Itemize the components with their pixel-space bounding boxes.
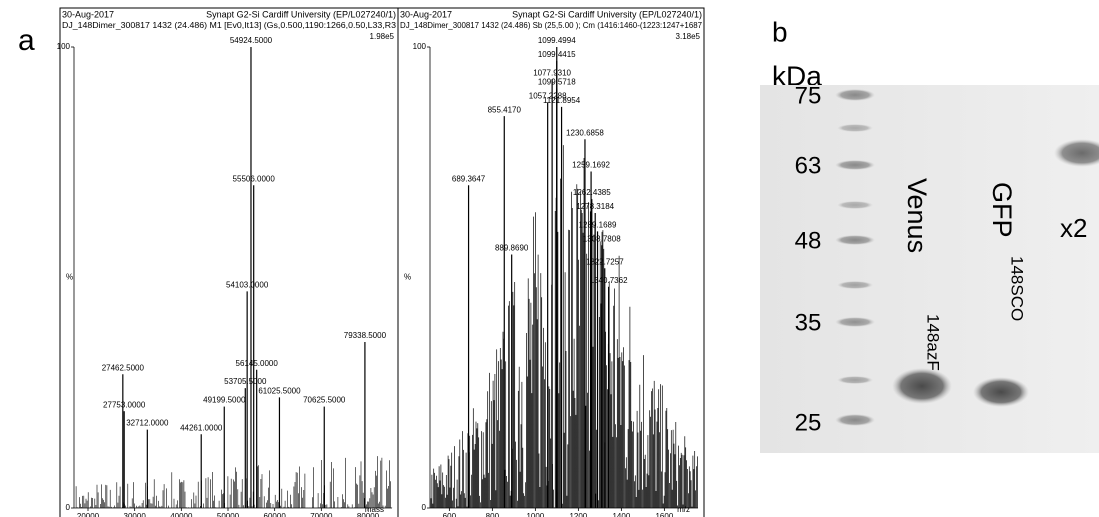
x-tick-label: 70000 bbox=[310, 512, 333, 517]
panel-frame bbox=[59, 7, 399, 517]
peak-label: 1057.2288 bbox=[529, 91, 567, 100]
peak-label: 855.4170 bbox=[488, 105, 522, 114]
peak-label: 1099.5718 bbox=[538, 78, 576, 87]
x-tick-label: 1600 bbox=[655, 512, 673, 517]
header-subtitle: DJ_148Dimer_300817 1432 (24.486) Sb (25,… bbox=[400, 21, 703, 30]
marker-label: 48 bbox=[795, 227, 822, 254]
x-tick-label: 1400 bbox=[612, 512, 630, 517]
y-axis-label: % bbox=[404, 273, 411, 282]
header-subtitle: DJ_148Dimer_300817 1432 (24.486) M1 [Ev0… bbox=[62, 21, 397, 30]
peak-label: 689.3647 bbox=[452, 174, 486, 183]
x-tick-label: 1000 bbox=[526, 512, 544, 517]
peak-label: 27753.0000 bbox=[103, 400, 146, 409]
lane-label: x2 bbox=[1060, 213, 1087, 243]
x-tick-label: 1200 bbox=[569, 512, 587, 517]
lane-label-sub: 148SCO bbox=[1008, 256, 1027, 321]
gel-band bbox=[973, 377, 1029, 407]
y-axis-label: % bbox=[66, 273, 73, 282]
marker-bands bbox=[835, 89, 875, 426]
peak-label: 55506.0000 bbox=[233, 174, 276, 183]
peak-label: 1077.9310 bbox=[533, 68, 571, 77]
header-title: Synapt G2-Si Cardiff University (EP/L027… bbox=[206, 9, 396, 19]
header-date: 30-Aug-2017 bbox=[62, 9, 114, 19]
peak-label: 54103.0000 bbox=[226, 280, 269, 289]
peak-label: 44261.0000 bbox=[180, 423, 223, 432]
peak-label: 1262.4385 bbox=[573, 188, 611, 197]
lane-label: Venus bbox=[902, 178, 932, 253]
peak-label: 1099.4994 bbox=[538, 36, 576, 45]
y-tick-label: 100 bbox=[413, 42, 427, 51]
x-axis-label: m/z bbox=[677, 505, 690, 514]
header-date: 30-Aug-2017 bbox=[400, 9, 452, 19]
peak-label: 56145.0000 bbox=[236, 359, 279, 368]
noise bbox=[430, 145, 698, 508]
peak-label: 1340.7362 bbox=[590, 276, 628, 285]
marker-label: 75 bbox=[795, 82, 822, 109]
peak-label: 61025.5000 bbox=[258, 386, 301, 395]
peak-label: 70625.5000 bbox=[303, 396, 346, 405]
gel-band bbox=[892, 368, 952, 404]
panel-label: b bbox=[772, 16, 788, 47]
spectrum-panel: 30-Aug-2017 Synapt G2-Si Cardiff Universi… bbox=[397, 7, 705, 517]
x-tick-label: 20000 bbox=[77, 512, 100, 517]
y-tick-label: 0 bbox=[422, 503, 427, 512]
y-tick-label: 100 bbox=[57, 42, 71, 51]
lane-label: GFP bbox=[987, 182, 1017, 238]
peak-label: 1289.1689 bbox=[579, 221, 617, 230]
spectrum-panel: 30-Aug-2017 Synapt G2-Si Cardiff Universi… bbox=[57, 7, 399, 517]
peak-label: 53705.5000 bbox=[224, 377, 267, 386]
peak-label: 1121.8954 bbox=[543, 96, 581, 105]
peak-label: 54924.5000 bbox=[230, 36, 273, 45]
scale-label: 1.98e5 bbox=[370, 32, 395, 41]
y-tick-label: 0 bbox=[66, 503, 71, 512]
marker-label: 25 bbox=[795, 409, 822, 436]
gel-panel: b kDa 75 63 48 35 25 Venus 148azF GFP 14… bbox=[760, 16, 1099, 453]
x-tick-label: 80000 bbox=[357, 512, 380, 517]
x-tick-label: 30000 bbox=[124, 512, 147, 517]
panel-frame bbox=[397, 7, 705, 517]
peak-label: 49199.5000 bbox=[203, 396, 246, 405]
marker-label: 63 bbox=[795, 152, 822, 179]
peak-label: 1308.7808 bbox=[583, 234, 621, 243]
x-tick-label: 800 bbox=[486, 512, 500, 517]
x-tick-label: 50000 bbox=[217, 512, 240, 517]
peak-label: 889.8690 bbox=[495, 244, 529, 253]
x-axis-label: mass bbox=[365, 505, 384, 514]
x-tick-label: 60000 bbox=[264, 512, 287, 517]
gel-band bbox=[1054, 139, 1099, 167]
peak-label: 27462.5000 bbox=[102, 363, 145, 372]
peak-label: 1278.3184 bbox=[576, 202, 614, 211]
panel-label: a bbox=[18, 24, 35, 57]
peak-label: 1230.6858 bbox=[566, 128, 604, 137]
scale-label: 3.18e5 bbox=[676, 32, 701, 41]
x-tick-label: 600 bbox=[443, 512, 457, 517]
peak-label: 1322.7257 bbox=[586, 257, 624, 266]
marker-label: 35 bbox=[795, 309, 822, 336]
peak-label: 32712.0000 bbox=[126, 419, 169, 428]
x-tick-label: 40000 bbox=[170, 512, 193, 517]
lane-label-sub: 148azF bbox=[924, 314, 943, 371]
peak-label: 1259.1692 bbox=[572, 161, 610, 170]
header-title: Synapt G2-Si Cardiff University (EP/L027… bbox=[512, 9, 702, 19]
peak-label: 79338.5000 bbox=[344, 331, 387, 340]
